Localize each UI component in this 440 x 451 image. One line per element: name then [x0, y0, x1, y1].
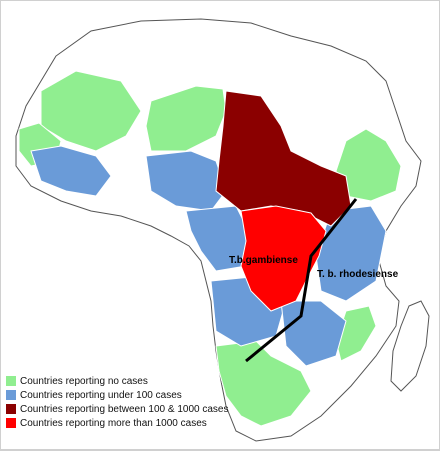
- region-over-1000-drc: [240, 205, 327, 312]
- legend-swatch: [6, 376, 16, 386]
- legend-item-over-1000: Countries reporting more than 1000 cases: [6, 416, 228, 430]
- madagascar-outline: [390, 300, 430, 392]
- legend-label: Countries reporting under 100 cases: [20, 389, 182, 401]
- legend-item-under-100: Countries reporting under 100 cases: [6, 388, 228, 402]
- region-100-1000-chad-cen: [215, 90, 352, 227]
- legend-swatch: [6, 418, 16, 428]
- region-under-100-nigeria: [145, 150, 227, 212]
- map-legend: Countries reporting no cases Countries r…: [6, 374, 228, 430]
- label-rhodesiense: T. b. rhodesiense: [317, 269, 399, 280]
- legend-item-no-cases: Countries reporting no cases: [6, 374, 228, 388]
- legend-label: Countries reporting more than 1000 cases: [20, 417, 207, 429]
- legend-label: Countries reporting no cases: [20, 375, 148, 387]
- legend-label: Countries reporting between 100 & 1000 c…: [20, 403, 229, 415]
- region-under-100-west: [30, 145, 112, 197]
- region-no-cases-south: [215, 340, 312, 427]
- label-gambiense: T.b.gambiense: [229, 255, 298, 266]
- legend-swatch: [6, 390, 16, 400]
- legend-swatch: [6, 404, 16, 414]
- region-no-cases-niger: [145, 85, 227, 152]
- legend-item-100-1000: Countries reporting between 100 & 1000 c…: [6, 402, 228, 416]
- species-divide-line: [245, 198, 358, 363]
- region-under-100-central-west: [185, 205, 252, 272]
